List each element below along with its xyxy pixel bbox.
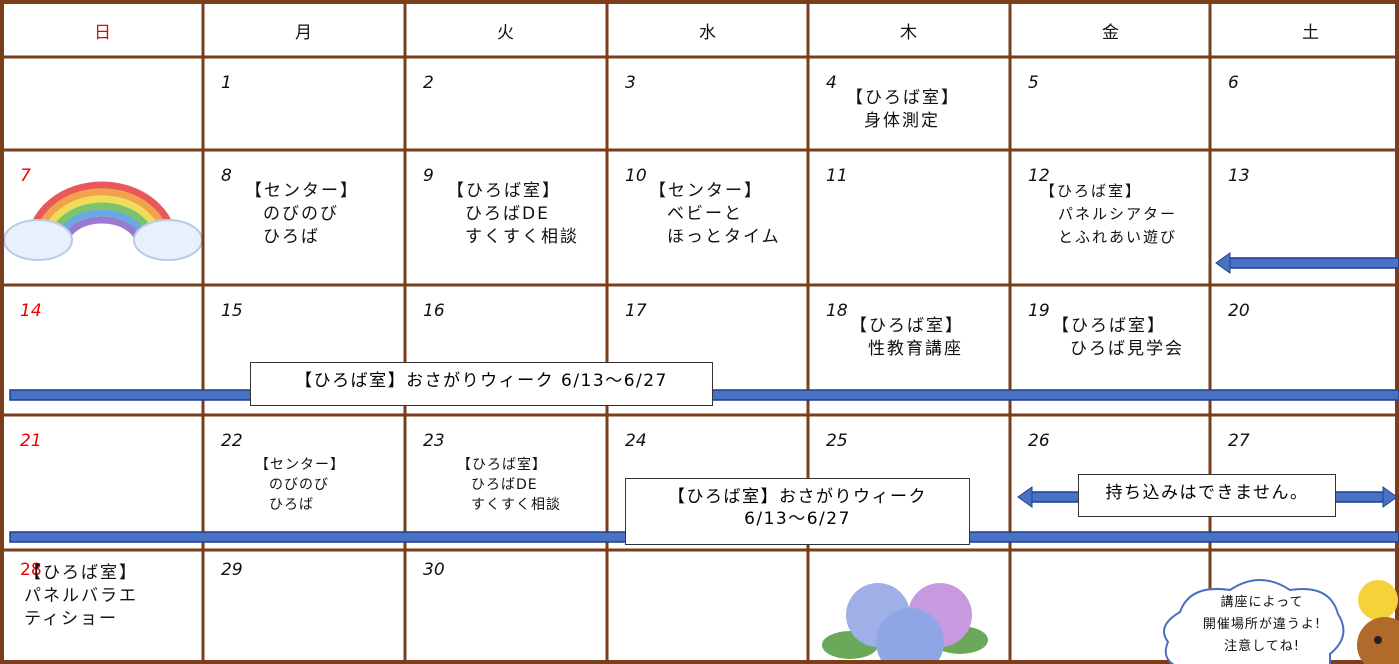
event-line: 【ひろば室】 xyxy=(1052,316,1166,336)
day-number: 30 xyxy=(423,560,445,580)
event-line: 【ひろば室】 xyxy=(1040,182,1143,200)
day-number: 19 xyxy=(1028,301,1050,321)
event-line: すくすく相談 xyxy=(465,227,579,247)
event-line: ベビーと xyxy=(667,204,743,224)
event: 【センター】 のびのびひろば xyxy=(255,455,345,515)
arrow-head xyxy=(1382,486,1398,508)
event-line: 【センター】 xyxy=(649,181,763,201)
event-line: 性教育講座 xyxy=(868,339,963,359)
day-number: 15 xyxy=(221,301,243,321)
event: 【ひろば室】 ひろばDE すくすく相談 xyxy=(457,455,561,515)
day-number: 25 xyxy=(826,431,848,451)
day-number: 7 xyxy=(20,166,31,186)
day-number: 12 xyxy=(1028,166,1050,186)
day-number: 14 xyxy=(20,301,42,321)
notice-box: 【ひろば室】おさがりウィーク 6/13〜6/27 xyxy=(625,478,970,545)
weekday: 土 xyxy=(1302,23,1319,43)
event-line: のびのび xyxy=(263,204,339,224)
weekday: 日 xyxy=(94,23,111,43)
day-number: 27 xyxy=(1228,431,1250,451)
event-line: 身体測定 xyxy=(864,111,940,131)
notice-line: 【ひろば室】おさがりウィーク 6/13〜6/27 xyxy=(295,371,668,391)
event-line: のびのび xyxy=(269,477,329,493)
event-line: ひろばDE xyxy=(471,477,538,493)
event: 【ひろば室】ひろば見学会 xyxy=(1052,315,1184,361)
day-number: 3 xyxy=(625,73,636,93)
event-line: すくすく相談 xyxy=(471,497,561,513)
day-number: 24 xyxy=(625,431,647,451)
event-line: ひろば見学会 xyxy=(1070,339,1184,359)
notice-line: 持ち込みはできません。 xyxy=(1105,483,1309,503)
day-number: 6 xyxy=(1228,73,1239,93)
callout-line: 講座によって xyxy=(1220,595,1304,610)
callout-line: 注意してね! xyxy=(1224,639,1300,654)
weekday: 月 xyxy=(295,23,312,43)
weekday: 火 xyxy=(497,23,514,43)
day-number: 2 xyxy=(423,73,434,93)
event-line: 【ひろば室】 xyxy=(457,457,547,473)
day-number: 10 xyxy=(625,166,647,186)
event: 【ひろば室】 パネルバラエ ティショー xyxy=(24,562,138,631)
event-line: ひろば xyxy=(263,227,320,247)
event-line: とふれあい遊び xyxy=(1058,228,1178,246)
notice-line: 6/13〜6/27 xyxy=(744,509,851,529)
day-number: 26 xyxy=(1028,431,1050,451)
event-line: 【ひろば室】 xyxy=(850,316,964,336)
event-line: 【ひろば室】 xyxy=(24,563,138,583)
event-line: ティショー xyxy=(24,609,118,629)
event: 【ひろば室】パネルシアター とふれあい遊び xyxy=(1040,180,1177,249)
weekday: 水 xyxy=(699,23,716,43)
hydrangea xyxy=(822,583,988,664)
event-line: ほっとタイム xyxy=(667,227,781,247)
callout-line: 開催場所が違うよ! xyxy=(1202,617,1322,632)
event-line: ひろば xyxy=(269,497,314,513)
characters xyxy=(1357,580,1399,664)
event: 【ひろば室】ひろばDE すくすく相談 xyxy=(447,180,579,249)
notice-box: 【ひろば室】おさがりウィーク 6/13〜6/27 xyxy=(250,362,713,406)
event-line: 【ひろば室】 xyxy=(447,181,561,201)
day-number: 13 xyxy=(1228,166,1250,186)
day-number: 18 xyxy=(826,301,848,321)
event: 【ひろば室】 身体測定 xyxy=(846,87,960,133)
weekday: 木 xyxy=(900,23,917,43)
arrow-head xyxy=(1215,252,1231,274)
arrow-head xyxy=(1017,486,1033,508)
day-number: 20 xyxy=(1228,301,1250,321)
event: 【ひろば室】性教育講座 xyxy=(850,315,964,361)
event-line: 【センター】 xyxy=(245,181,359,201)
day-number: 29 xyxy=(221,560,243,580)
day-number: 17 xyxy=(625,301,647,321)
day-number: 16 xyxy=(423,301,445,321)
day-number: 9 xyxy=(423,166,434,186)
event-line: 【センター】 xyxy=(255,457,345,473)
rainbow xyxy=(3,181,203,261)
notice-line: 【ひろば室】おさがりウィーク xyxy=(668,487,927,507)
notice-box: 持ち込みはできません。 xyxy=(1078,474,1336,517)
day-number: 5 xyxy=(1028,73,1039,93)
event-line: ひろばDE xyxy=(465,204,550,224)
day-number: 22 xyxy=(221,431,243,451)
weekday: 金 xyxy=(1102,23,1119,43)
day-number: 4 xyxy=(826,73,837,93)
event: 【センター】 のびのびひろば xyxy=(245,180,359,249)
day-number: 11 xyxy=(826,166,848,186)
event: 【センター】 ベビーとほっとタイム xyxy=(649,180,781,249)
day-number: 8 xyxy=(221,166,232,186)
callout-cloud xyxy=(1163,579,1345,664)
arrow-bar xyxy=(1227,257,1399,269)
day-number: 1 xyxy=(221,73,232,93)
event-line: パネルシアター xyxy=(1058,205,1178,223)
day-number: 23 xyxy=(423,431,445,451)
event-line: 【ひろば室】 xyxy=(846,88,960,108)
event-line: パネルバラエ xyxy=(24,586,138,606)
day-number: 28 xyxy=(20,560,42,580)
callout: 講座によって開催場所が違うよ! 注意してね! xyxy=(1172,592,1352,658)
day-number: 21 xyxy=(20,431,42,451)
